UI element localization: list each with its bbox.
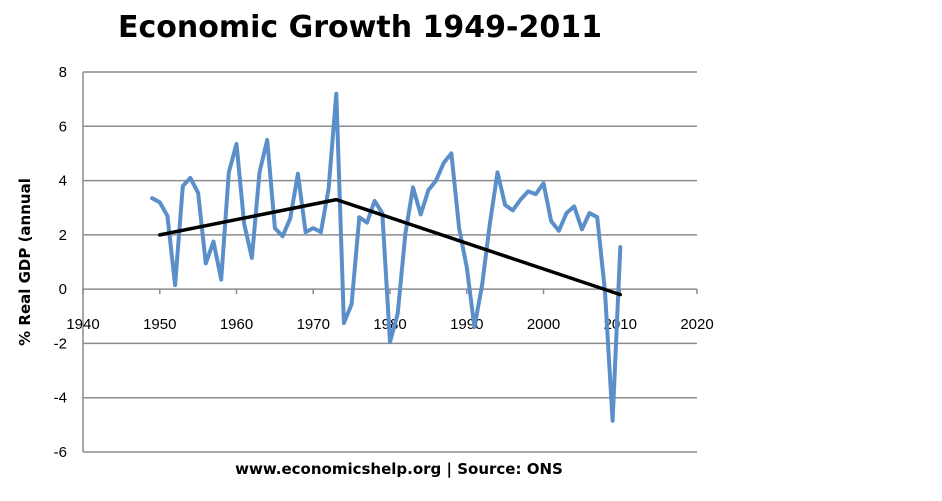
x-axis-label: www.economicshelp.org | Source: ONS (235, 460, 563, 479)
y-tick-label: -4 (54, 390, 67, 407)
trend-line (158, 197, 623, 297)
y-tick-label: -2 (54, 335, 67, 352)
x-tick-label: 1940 (66, 316, 99, 333)
y-axis-label: % Real GDP (annual (16, 178, 34, 346)
y-tick-label: 0 (59, 281, 67, 298)
x-tick-label: 1970 (297, 316, 330, 333)
gdp-growth-line (150, 91, 623, 423)
x-tick-label: 2010 (604, 316, 637, 333)
chart-title: Economic Growth 1949-2011 (118, 10, 602, 45)
x-tick-label: 2020 (680, 316, 713, 333)
data-series (150, 91, 623, 423)
y-tick-label: 6 (59, 118, 67, 135)
x-tick-label: 1960 (220, 316, 253, 333)
x-axis-tick-labels: 1940 1950 1960 1970 1980 1990 2000 2010 2020 (66, 316, 713, 333)
y-axis-tick-labels: 8 6 4 2 0 -2 -4 -6 (54, 64, 67, 461)
x-tick-label: 1950 (143, 316, 176, 333)
x-tick-label: 1990 (450, 316, 483, 333)
y-tick-label: 8 (59, 64, 67, 81)
x-tick-label: 2000 (527, 316, 560, 333)
y-tick-label: 2 (59, 227, 67, 244)
y-tick-label: 4 (59, 173, 67, 190)
y-tick-label: -6 (54, 444, 67, 461)
